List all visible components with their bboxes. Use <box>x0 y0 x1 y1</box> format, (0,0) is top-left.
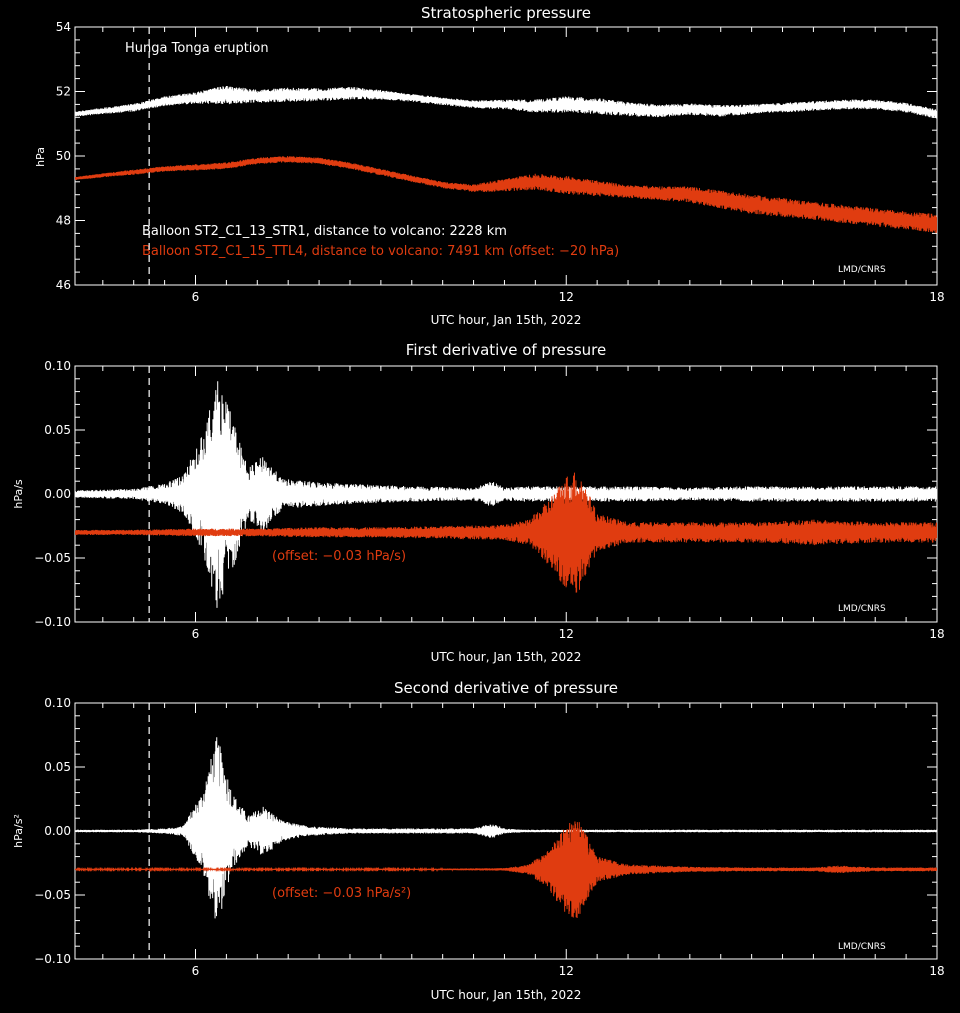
y-tick-label: 0.10 <box>44 359 71 373</box>
y-tick-label: 54 <box>56 20 71 34</box>
series-line-2 <box>75 156 937 234</box>
panel-3-credit: LMD/CNRS <box>838 942 886 952</box>
y-tick-label: 52 <box>56 85 71 99</box>
panel-1-plot: 6 12 18 46 48 50 52 54 <box>56 20 945 304</box>
panel-first-derivative: First derivative of pressure UTC hour, J… <box>12 341 945 664</box>
x-tick-label: 12 <box>559 627 574 641</box>
panel-3-offset-note: (offset: −0.03 hPa/s²) <box>272 886 411 901</box>
panel-2-credit: LMD/CNRS <box>838 604 886 614</box>
panel-1-title: Stratospheric pressure <box>421 4 591 22</box>
panel-second-derivative: Second derivative of pressure UTC hour, … <box>12 679 945 1002</box>
x-tick-label: 6 <box>192 964 200 978</box>
series-line-1 <box>75 381 937 608</box>
y-tick-label: 0.05 <box>44 423 71 437</box>
y-tick-label: 48 <box>56 214 71 228</box>
y-tick-label: −0.10 <box>34 615 71 629</box>
panel-1-credit: LMD/CNRS <box>838 265 886 275</box>
series-line-1 <box>75 86 937 119</box>
eruption-annotation: Hunga Tonga eruption <box>125 41 269 56</box>
panel-2-plot: 6 12 18 −0.10 −0.05 0.00 0.05 0.10 <box>34 359 944 641</box>
legend-balloon-2: Balloon ST2_C1_15_TTL4, distance to volc… <box>142 244 619 259</box>
y-tick-label: 0.00 <box>44 487 71 501</box>
panel-2-offset-note: (offset: −0.03 hPa/s) <box>272 549 406 564</box>
legend-balloon-1: Balloon ST2_C1_13_STR1, distance to volc… <box>142 224 507 239</box>
panel-stratospheric-pressure: Stratospheric pressure UTC hour, Jan 15t… <box>34 4 945 327</box>
x-tick-label: 18 <box>929 964 944 978</box>
y-tick-label: −0.10 <box>34 952 71 966</box>
series-line-2 <box>75 821 937 918</box>
x-tick-label: 18 <box>929 290 944 304</box>
x-tick-label: 18 <box>929 627 944 641</box>
y-tick-label: −0.05 <box>34 551 71 565</box>
y-tick-label: 0.05 <box>44 760 71 774</box>
panel-3-xlabel: UTC hour, Jan 15th, 2022 <box>431 988 582 1002</box>
series-line-2 <box>75 472 937 593</box>
panel-3-title: Second derivative of pressure <box>394 679 618 697</box>
panel-2-title: First derivative of pressure <box>406 341 606 359</box>
panel-2-xlabel: UTC hour, Jan 15th, 2022 <box>431 650 582 664</box>
panel-1-ylabel: hPa <box>34 147 47 167</box>
y-tick-label: −0.05 <box>34 888 71 902</box>
y-tick-label: 46 <box>56 278 71 292</box>
panel-1-xlabel: UTC hour, Jan 15th, 2022 <box>431 313 582 327</box>
x-tick-label: 6 <box>192 290 200 304</box>
y-tick-label: 0.00 <box>44 824 71 838</box>
y-tick-label: 0.10 <box>44 696 71 710</box>
x-tick-label: 6 <box>192 627 200 641</box>
panel-3-ylabel: hPa/s² <box>12 814 25 848</box>
panel-2-ylabel: hPa/s <box>12 479 25 509</box>
x-tick-label: 12 <box>559 964 574 978</box>
x-tick-label: 12 <box>559 290 574 304</box>
y-tick-label: 50 <box>56 149 71 163</box>
panel-3-plot: 6 12 18 −0.10 −0.05 0.00 0.05 0.10 <box>34 696 944 978</box>
series-line-1 <box>75 737 937 919</box>
